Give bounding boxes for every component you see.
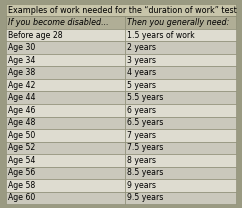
Text: 6 years: 6 years [127, 106, 156, 115]
Bar [125, 16, 236, 29]
Text: 8.5 years: 8.5 years [127, 168, 163, 177]
Text: Age 30: Age 30 [8, 43, 35, 52]
Text: 5.5 years: 5.5 years [127, 93, 163, 102]
Text: 9 years: 9 years [127, 181, 156, 190]
Text: Age 52: Age 52 [8, 143, 35, 152]
Bar [125, 116, 236, 129]
Text: Before age 28: Before age 28 [8, 31, 63, 40]
Bar [125, 41, 236, 54]
Bar [6, 4, 236, 16]
Bar [125, 66, 236, 79]
Bar [6, 129, 125, 142]
Text: 3 years: 3 years [127, 56, 156, 65]
Text: Age 48: Age 48 [8, 118, 35, 127]
Bar [6, 154, 125, 167]
Text: 5 years: 5 years [127, 81, 156, 90]
Text: 2 years: 2 years [127, 43, 156, 52]
Text: 7.5 years: 7.5 years [127, 143, 163, 152]
Text: Age 60: Age 60 [8, 193, 35, 203]
Text: Then you generally need:: Then you generally need: [127, 18, 229, 27]
Text: Age 42: Age 42 [8, 81, 35, 90]
Bar [125, 29, 236, 41]
Bar [6, 104, 125, 116]
Text: Age 44: Age 44 [8, 93, 36, 102]
Text: Age 56: Age 56 [8, 168, 35, 177]
Text: 9.5 years: 9.5 years [127, 193, 163, 203]
Text: 8 years: 8 years [127, 156, 156, 165]
Bar [125, 79, 236, 92]
Bar [6, 41, 125, 54]
Text: Age 58: Age 58 [8, 181, 35, 190]
Text: Age 46: Age 46 [8, 106, 35, 115]
Bar [125, 104, 236, 116]
Bar [6, 116, 125, 129]
Bar [125, 154, 236, 167]
Text: Age 50: Age 50 [8, 131, 35, 140]
Text: 7 years: 7 years [127, 131, 156, 140]
Bar [6, 192, 125, 204]
Bar [6, 54, 125, 66]
Text: Age 54: Age 54 [8, 156, 35, 165]
Bar [6, 179, 125, 192]
Bar [6, 29, 125, 41]
Text: Examples of work needed for the “duration of work” test: Examples of work needed for the “duratio… [8, 5, 237, 15]
Bar [6, 79, 125, 92]
Bar [125, 167, 236, 179]
Bar [125, 142, 236, 154]
Bar [6, 92, 125, 104]
Bar [6, 66, 125, 79]
Bar [6, 167, 125, 179]
Bar [125, 92, 236, 104]
Text: 4 years: 4 years [127, 68, 156, 77]
Bar [6, 142, 125, 154]
Bar [125, 192, 236, 204]
Text: Age 38: Age 38 [8, 68, 35, 77]
Text: 1.5 years of work: 1.5 years of work [127, 31, 194, 40]
Bar [125, 179, 236, 192]
Bar [6, 16, 125, 29]
Text: Age 34: Age 34 [8, 56, 35, 65]
Bar [125, 54, 236, 66]
Text: 6.5 years: 6.5 years [127, 118, 163, 127]
Bar [125, 129, 236, 142]
Text: If you become disabled...: If you become disabled... [8, 18, 109, 27]
